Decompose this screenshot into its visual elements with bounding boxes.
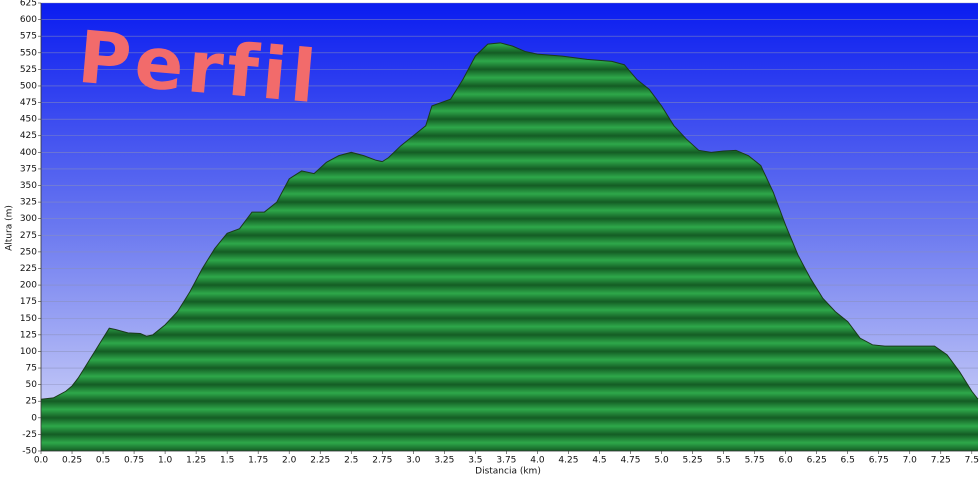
y-tick-label: 300 — [20, 214, 37, 224]
x-tick-label: 6.75 — [869, 456, 889, 466]
y-tick-label: 150 — [20, 314, 37, 324]
x-tick-label: 4.5 — [592, 456, 606, 466]
x-tick-label: 2.0 — [282, 456, 297, 466]
y-tick-label: 625 — [20, 0, 37, 9]
y-tick-label: 500 — [20, 81, 37, 91]
y-tick-label: 550 — [20, 48, 37, 58]
x-tick-label: 6.0 — [778, 456, 793, 466]
x-tick-label: 5.0 — [654, 456, 669, 466]
x-tick-label: 2.5 — [344, 456, 358, 466]
y-tick-label: 375 — [20, 164, 37, 174]
area-group — [40, 42, 979, 451]
x-tick-label: 1.25 — [186, 456, 206, 466]
y-tick-label: 350 — [20, 181, 37, 191]
y-tick-label: 100 — [20, 347, 37, 357]
y-tick-label: 0 — [31, 413, 37, 423]
x-tick-label: 0.75 — [124, 456, 144, 466]
chart-title: Perfil — [75, 15, 323, 120]
x-tick-label: 3.75 — [496, 456, 516, 466]
x-tick-label: 2.25 — [310, 456, 330, 466]
x-tick-label: 4.75 — [620, 456, 640, 466]
profile-line — [40, 42, 979, 400]
x-tick-label: 0.5 — [96, 456, 110, 466]
area — [41, 42, 978, 451]
x-tick-label: 5.25 — [683, 456, 703, 466]
x-tick-label: 1.75 — [248, 456, 268, 466]
y-tick-label: 200 — [20, 281, 37, 291]
x-tick-label: 7.0 — [903, 456, 918, 466]
y-tick-label: 600 — [20, 15, 37, 25]
x-tick-label: 4.0 — [530, 456, 545, 466]
x-tick-label: 6.25 — [807, 456, 827, 466]
x-tick-label: 5.5 — [716, 456, 730, 466]
axes: -50 -25 0 25 50 75 100 125 150 175 200 225 250 275 300… — [20, 0, 979, 466]
y-tick-label: 50 — [26, 380, 38, 390]
y-tick-label: 125 — [20, 330, 37, 340]
y-tick-label: 575 — [20, 32, 37, 42]
x-tick-label: 3.5 — [468, 456, 482, 466]
y-tick-label: -50 — [22, 447, 37, 457]
y-axis-label: Altura (m) — [5, 205, 15, 251]
y-tick-label: 250 — [20, 247, 37, 257]
x-tick-label: 7.5 — [965, 456, 979, 466]
x-tick-label: 1.5 — [220, 456, 234, 466]
x-tick-label: 7.25 — [931, 456, 951, 466]
x-tick-label: 4.25 — [558, 456, 578, 466]
y-tick-label: 525 — [20, 65, 37, 75]
y-tick-label: 275 — [20, 231, 37, 241]
y-tick-label: 425 — [20, 131, 37, 141]
y-tick-label: 475 — [20, 98, 37, 108]
x-tick-label: 5.75 — [745, 456, 765, 466]
x-tick-label: 6.5 — [841, 456, 855, 466]
y-tick-label: 325 — [20, 198, 37, 208]
y-tick-label: 25 — [26, 397, 37, 407]
x-axis-label: Distancia (km) — [475, 467, 541, 477]
x-tick-label: 0.25 — [62, 456, 82, 466]
y-tick-label: 450 — [20, 115, 37, 125]
x-tick-label: 1.0 — [158, 456, 173, 466]
x-tick-label: 2.75 — [372, 456, 392, 466]
y-tick-label: 75 — [26, 364, 37, 374]
x-tick-label: 0.0 — [34, 456, 49, 466]
x-tick-label: 3.0 — [406, 456, 421, 466]
y-tick-label: -25 — [22, 430, 37, 440]
y-tick-label: 225 — [20, 264, 37, 274]
x-tick-label: 3.25 — [434, 456, 454, 466]
y-tick-label: 400 — [20, 148, 37, 158]
y-tick-label: 175 — [20, 297, 37, 307]
